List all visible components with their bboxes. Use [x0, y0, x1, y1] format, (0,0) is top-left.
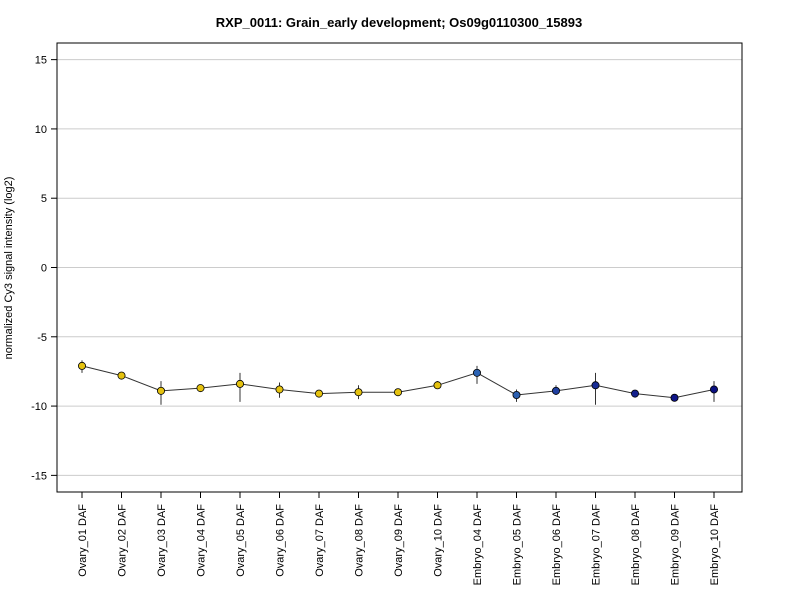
data-point [235, 379, 244, 388]
data-point [78, 361, 87, 370]
y-tick-label: -5 [37, 332, 47, 344]
data-point [670, 393, 679, 402]
data-point [275, 385, 284, 394]
x-tick-labels: Ovary_01 DAF Ovary_02 DAF Ovary_03 DAF Ovar… [77, 504, 721, 586]
x-tick-label: Ovary_03 DAF [156, 504, 168, 577]
y-tick-label: 5 [41, 193, 47, 205]
data-point [354, 388, 363, 397]
data-point [156, 386, 165, 395]
data-point [314, 389, 323, 398]
x-tick-label: Ovary_09 DAF [393, 504, 405, 577]
data-point [117, 371, 126, 380]
x-tick-label: Ovary_05 DAF [235, 504, 247, 577]
y-tick-label: 15 [35, 55, 47, 67]
chart-title: RXP_0011: Grain_early development; Os09g… [216, 15, 582, 30]
x-tick-label: Ovary_08 DAF [354, 504, 366, 577]
data-point [512, 390, 521, 399]
data-point [472, 368, 481, 377]
x-tick-label: Ovary_06 DAF [275, 504, 287, 577]
y-tick-label: 0 [41, 263, 47, 275]
x-tick-label: Ovary_04 DAF [196, 504, 208, 577]
x-tick-label: Embryo_04 DAF [472, 504, 484, 586]
data-point [631, 389, 640, 398]
y-tick-label: -10 [31, 401, 47, 413]
x-tick-label: Ovary_02 DAF [117, 504, 129, 577]
x-tick-label: Embryo_08 DAF [630, 504, 642, 586]
x-tick-label: Ovary_10 DAF [433, 504, 445, 577]
x-tick-label: Ovary_07 DAF [314, 504, 326, 577]
y-tick-label: -15 [31, 470, 47, 482]
data-point [591, 381, 600, 390]
data-point [552, 386, 561, 395]
plot-frame [56, 42, 743, 493]
data-points [78, 361, 719, 402]
x-tick-label: Embryo_05 DAF [512, 504, 524, 586]
x-tick-label: Ovary_01 DAF [77, 504, 89, 577]
x-tick-label: Embryo_06 DAF [551, 504, 563, 586]
y-tick-labels: -15 -10 -5 0 5 10 15 [31, 55, 47, 483]
y-axis-label: normalized Cy3 signal intensity (log2) [3, 177, 15, 360]
grid-lines [57, 59, 742, 476]
error-bars [81, 360, 715, 405]
x-tick-label: Embryo_09 DAF [670, 504, 682, 586]
x-tick-label: Embryo_07 DAF [591, 504, 603, 586]
x-tick-label: Embryo_10 DAF [709, 504, 721, 586]
y-tick-label: 10 [35, 124, 47, 136]
data-point [393, 388, 402, 397]
data-point [710, 385, 719, 394]
data-point [433, 381, 442, 390]
data-point [196, 384, 205, 393]
axes [51, 42, 743, 498]
